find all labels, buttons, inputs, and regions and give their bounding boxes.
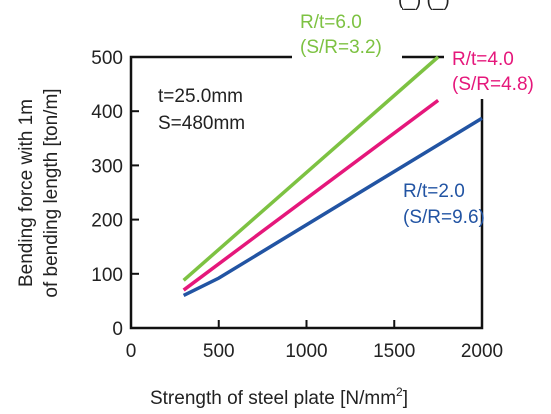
series-label-magenta-rt: R/t=4.0 <box>452 49 514 70</box>
x-tick-label: 1000 <box>285 341 327 362</box>
y-tick-label: 200 <box>91 211 123 232</box>
y-axis-label-line1: Bending force with 1m <box>16 99 37 287</box>
series-line-0 <box>182 55 440 282</box>
series-label-green-rt: R/t=6.0 <box>300 12 362 33</box>
x-axis-label-sup: 2 <box>396 385 403 399</box>
series-line-1 <box>182 98 440 292</box>
y-axis-label: Bending force with 1m of bending length … <box>16 88 62 297</box>
y-axis-ticks: 0 100 200 300 400 500 <box>91 48 139 340</box>
annotation-die-width: S=480mm <box>158 113 245 134</box>
y-axis-label-line2: of bending length [ton/m] <box>41 88 62 297</box>
series-label-green-sr: (S/R=3.2) <box>300 37 382 58</box>
x-axis-label-main: Strength of steel plate [N/mm <box>150 388 396 409</box>
y-tick-label: 400 <box>91 102 123 123</box>
label-bg-magenta <box>444 47 548 99</box>
x-tick-label: 500 <box>203 341 235 362</box>
series-lines <box>182 55 483 298</box>
clipped-top-text: (_) (_) <box>398 0 450 11</box>
x-tick-label: 2000 <box>461 341 503 362</box>
series-label-magenta-sr: (S/R=4.8) <box>452 74 534 95</box>
y-tick-label: 100 <box>91 265 123 286</box>
annotation-thickness: t=25.0mm <box>158 86 243 107</box>
label-bg-green <box>292 8 402 66</box>
y-tick-label: 500 <box>91 48 123 69</box>
x-tick-label: 1500 <box>373 341 415 362</box>
series-line-2 <box>182 116 483 298</box>
series-label-blue-rt: R/t=2.0 <box>403 181 465 202</box>
x-axis-label-end: ] <box>403 388 408 409</box>
x-axis-label: Strength of steel plate [N/mm2] <box>150 385 408 409</box>
x-tick-label: 0 <box>126 341 137 362</box>
x-axis-ticks: 0 500 1000 1500 2000 <box>126 320 503 362</box>
series-label-blue-sr: (S/R=9.6) <box>403 207 485 228</box>
y-tick-label: 0 <box>112 319 123 340</box>
y-tick-label: 300 <box>91 156 123 177</box>
